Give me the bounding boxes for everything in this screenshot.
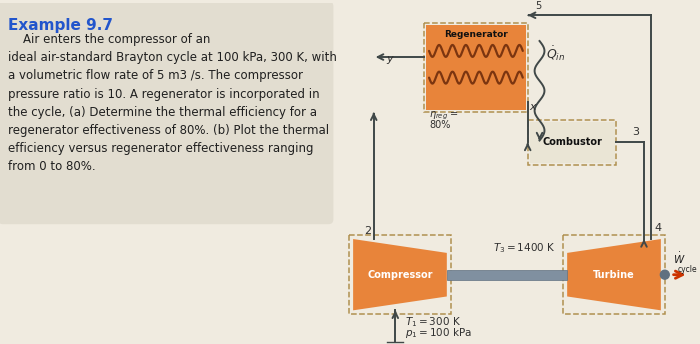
Text: Regenerator: Regenerator	[444, 30, 508, 39]
Bar	[349, 235, 451, 314]
Text: Example 9.7: Example 9.7	[8, 18, 113, 33]
Bar	[424, 23, 528, 112]
Bar	[530, 122, 615, 163]
Text: 2: 2	[364, 226, 371, 236]
Polygon shape	[567, 239, 661, 310]
Text: cycle: cycle	[678, 265, 697, 274]
Text: 3: 3	[632, 127, 639, 137]
Bar	[447, 270, 567, 280]
Text: y: y	[386, 54, 393, 64]
Bar	[528, 120, 617, 165]
Bar	[564, 235, 665, 314]
Text: $T_1 = 300\ \mathrm{K}$: $T_1 = 300\ \mathrm{K}$	[405, 315, 461, 329]
Text: x: x	[530, 102, 536, 112]
FancyBboxPatch shape	[0, 1, 333, 224]
Text: $T_3 = 1400\ \mathrm{K}$: $T_3 = 1400\ \mathrm{K}$	[494, 241, 556, 255]
Text: Compressor: Compressor	[368, 270, 433, 280]
Text: 4: 4	[654, 223, 661, 233]
Bar	[426, 25, 526, 110]
Text: $\dot{W}$: $\dot{W}$	[673, 250, 685, 266]
Text: Air enters the compressor of an
ideal air-standard Brayton cycle at 100 kPa, 300: Air enters the compressor of an ideal ai…	[8, 33, 337, 173]
Text: $\dot{Q}_{in}$: $\dot{Q}_{in}$	[547, 44, 566, 63]
Text: Turbine: Turbine	[593, 270, 635, 280]
Text: $\eta_{reg}$ =: $\eta_{reg}$ =	[429, 110, 459, 122]
Polygon shape	[353, 239, 447, 310]
Text: Combustor: Combustor	[542, 138, 602, 148]
Text: 80%: 80%	[429, 120, 451, 130]
Text: 5: 5	[536, 1, 542, 11]
Text: $p_1 = 100\ \mathrm{kPa}$: $p_1 = 100\ \mathrm{kPa}$	[405, 326, 472, 340]
Circle shape	[660, 270, 669, 279]
